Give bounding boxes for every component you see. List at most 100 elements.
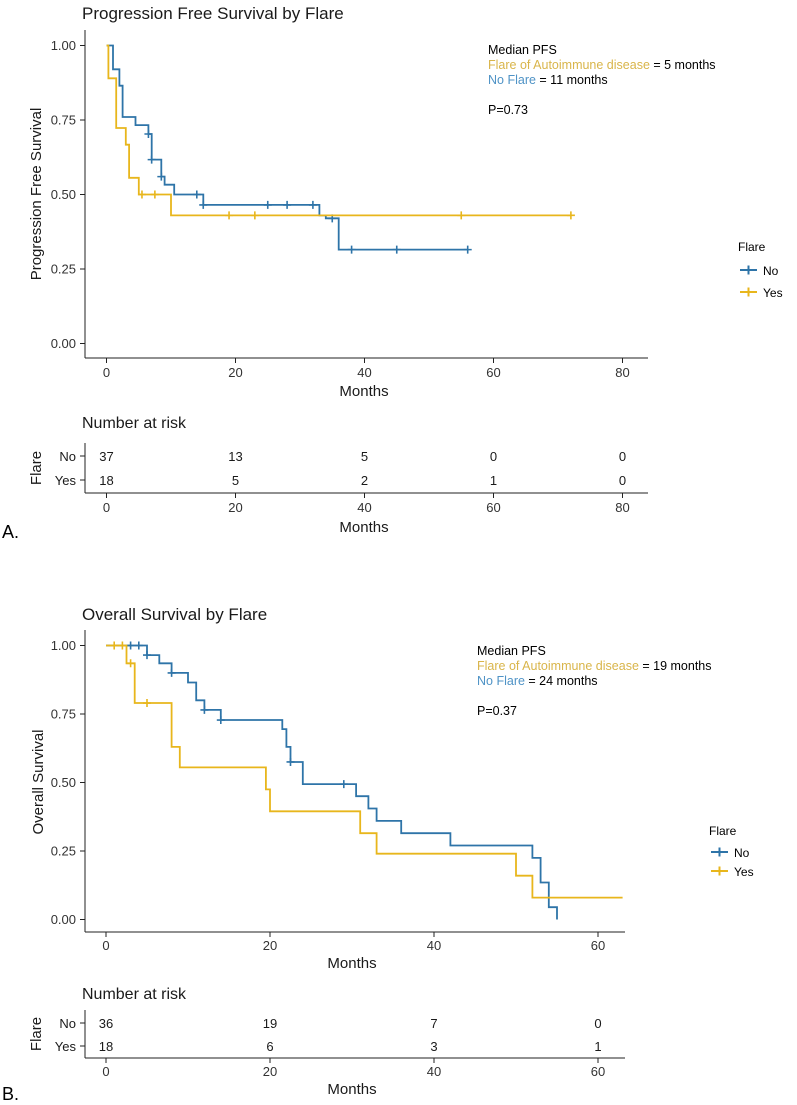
- legend-key-no-b: [711, 847, 728, 857]
- legend-label-no-a: No: [763, 264, 779, 278]
- annotation-no-value-a: = 11 months: [536, 73, 608, 87]
- x-tick-label-b: 40: [427, 938, 441, 953]
- annotation-yes-line-a: Flare of Autoimmune disease = 5 months: [488, 58, 716, 72]
- x-tick-label-a: 20: [228, 365, 242, 380]
- chart-title-a: Progression Free Survival by Flare: [82, 4, 344, 23]
- risk-x-tick-label-a: 80: [615, 500, 629, 515]
- risk-count-b: 0: [594, 1016, 601, 1031]
- y-axis-label-b: Overall Survival: [30, 729, 47, 834]
- censor-mark-no-a: [199, 200, 208, 209]
- risk-count-a: 2: [361, 473, 368, 488]
- risk-count-b: 36: [99, 1016, 113, 1031]
- censor-mark-yes-b: [126, 659, 135, 668]
- km-curve-yes-a: [106, 44, 571, 217]
- x-axis-label-a: Months: [339, 383, 388, 400]
- legend-key-yes-b: [711, 866, 728, 876]
- y-axis-b: 1.00 0.75 0.50 0.25 0.00 Overall Surviva…: [30, 630, 86, 932]
- risk-x-axis-label-a: Months: [339, 519, 388, 536]
- censor-mark-no-a: [347, 245, 356, 254]
- annotation-yes-value-a: = 5 months: [650, 58, 716, 72]
- legend-label-no-b: No: [734, 846, 750, 860]
- risk-count-a: 5: [361, 449, 368, 464]
- censor-mark-no-b: [339, 780, 348, 789]
- censor-mark-no-b: [143, 651, 151, 660]
- annotation-no-line-b: No Flare = 24 months: [477, 674, 598, 688]
- panel-b: Overall Survival by Flare 1.00 0.75 0.50…: [2, 605, 754, 1104]
- panel-label-b: B.: [2, 1084, 19, 1104]
- y-tick-label-b: 1.00: [51, 638, 76, 653]
- risk-x-axis-label-b: Months: [327, 1081, 376, 1098]
- annotation-heading-a: Median PFS: [488, 43, 557, 57]
- risk-count-b: 7: [430, 1016, 437, 1031]
- censor-mark-yes-b: [118, 641, 127, 650]
- p-value-a: P=0.73: [488, 103, 528, 117]
- risk-count-a: 18: [99, 473, 113, 488]
- risk-row-label-yes-b: Yes: [55, 1039, 77, 1054]
- y-tick-label-a: 0.50: [51, 187, 76, 202]
- y-axis-label-a: Progression Free Survival: [28, 108, 45, 281]
- risk-count-b: 3: [430, 1039, 437, 1054]
- risk-table-title-b: Number at risk: [82, 986, 187, 1003]
- risk-row-label-no-a: No: [59, 449, 76, 464]
- risk-count-a: 0: [490, 449, 497, 464]
- legend-title-a: Flare: [738, 240, 766, 254]
- risk-x-tick-label-a: 0: [103, 500, 110, 515]
- risk-count-b: 18: [99, 1039, 113, 1054]
- risk-count-a: 0: [619, 449, 626, 464]
- risk-count-b: 19: [263, 1016, 277, 1031]
- legend-key-yes-a: [740, 287, 757, 297]
- censor-mark-no-b: [286, 757, 295, 766]
- risk-count-a: 37: [99, 449, 113, 464]
- censor-mark-no-a: [263, 200, 272, 209]
- legend-label-yes-b: Yes: [734, 865, 754, 879]
- p-value-b: P=0.37: [477, 704, 517, 718]
- censor-mark-yes-a: [457, 211, 466, 220]
- x-tick-label-b: 20: [263, 938, 277, 953]
- panel-a: Progression Free Survival by Flare 1.00 …: [2, 4, 783, 542]
- risk-row-axis-label-b: Flare: [28, 1017, 45, 1051]
- censor-mark-yes-a: [225, 211, 234, 220]
- risk-x-tick-label-b: 20: [263, 1064, 277, 1079]
- censor-mark-yes-b: [110, 641, 119, 650]
- risk-x-tick-label-b: 60: [591, 1064, 605, 1079]
- censor-mark-no-b: [216, 716, 225, 725]
- risk-x-tick-label-a: 20: [228, 500, 242, 515]
- plot-area-a: [106, 44, 575, 254]
- censor-mark-no-a: [192, 190, 201, 199]
- annotation-no-label-b: No Flare: [477, 674, 525, 688]
- y-tick-label-b: 0.25: [51, 844, 76, 859]
- censor-mark-yes-a: [150, 190, 159, 199]
- risk-count-a: 0: [619, 473, 626, 488]
- risk-count-a: 1: [490, 473, 497, 488]
- y-tick-label-a: 0.75: [51, 113, 76, 128]
- risk-x-tick-label-a: 60: [486, 500, 500, 515]
- risk-count-b: 6: [266, 1039, 273, 1054]
- annotation-b: Median PFS Flare of Autoimmune disease =…: [477, 644, 712, 718]
- censor-mark-yes-a: [137, 190, 146, 199]
- x-tick-label-a: 80: [615, 365, 629, 380]
- panel-label-a: A.: [2, 522, 19, 542]
- x-axis-a: 0 20 40 60 80 Months: [85, 357, 648, 400]
- legend-label-yes-a: Yes: [763, 286, 783, 300]
- annotation-yes-value-b: = 19 months: [639, 659, 712, 673]
- legend-a: Flare No Yes: [738, 240, 783, 300]
- censor-mark-no-a: [157, 172, 166, 181]
- km-curve-no-a: [106, 44, 468, 251]
- plot-area-b: [106, 641, 623, 920]
- risk-x-tick-label-b: 0: [102, 1064, 109, 1079]
- censor-mark-no-a: [147, 155, 156, 164]
- censor-mark-no-b: [126, 641, 135, 650]
- annotation-no-value-b: = 24 months: [525, 674, 598, 688]
- y-tick-label-a: 0.25: [51, 262, 76, 277]
- censor-mark-yes-a: [566, 211, 575, 220]
- risk-row-axis-label-a: Flare: [28, 451, 45, 485]
- km-curve-yes-b: [106, 644, 623, 899]
- risk-table-title-a: Number at risk: [82, 415, 187, 432]
- annotation-a: Median PFS Flare of Autoimmune disease =…: [488, 43, 716, 117]
- chart-title-b: Overall Survival by Flare: [82, 605, 267, 624]
- annotation-yes-label-a: Flare of Autoimmune disease: [488, 58, 650, 72]
- censor-mark-no-a: [392, 245, 401, 254]
- censor-mark-no-a: [144, 130, 153, 139]
- censor-mark-yes-a: [250, 211, 259, 220]
